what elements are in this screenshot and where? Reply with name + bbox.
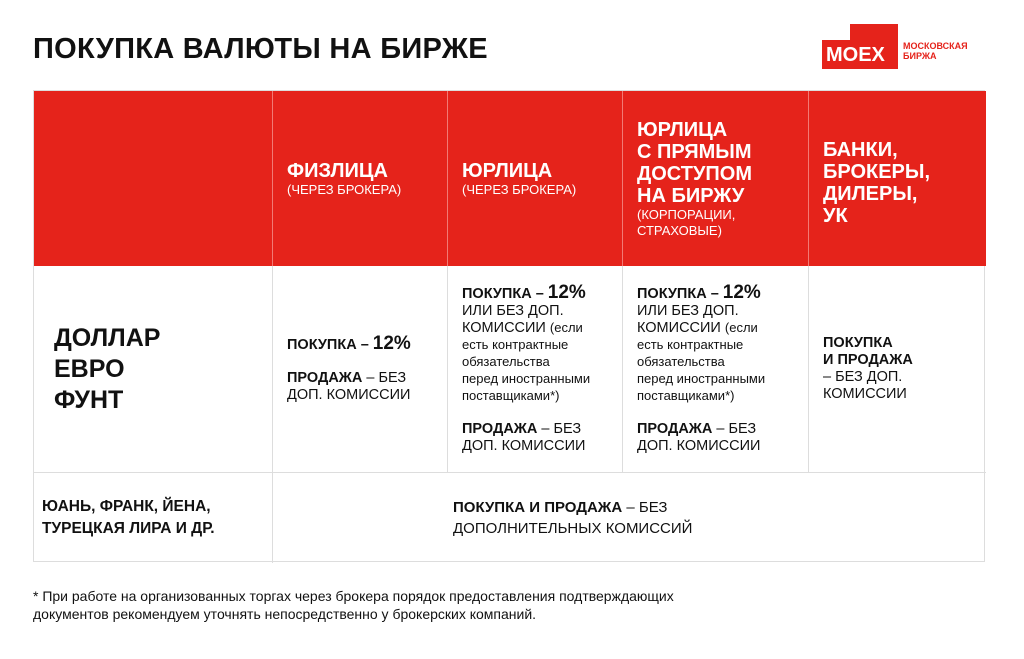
- cell-individuals: ПОКУПКА – 12% ПРОДАЖА – БЕЗ ДОП. КОМИССИ…: [273, 266, 448, 473]
- logo-mark: MOEX: [826, 44, 885, 66]
- cell-legal-direct: ПОКУПКА – 12% ИЛИ БЕЗ ДОП. КОМИССИИ (есл…: [623, 266, 809, 473]
- row-label-major: ДОЛЛАР ЕВРО ФУНТ: [34, 266, 273, 473]
- cell-other-currencies: ПОКУПКА И ПРОДАЖА – БЕЗ ДОПОЛНИТЕЛЬНЫХ К…: [453, 499, 693, 537]
- moex-logo: MOEX МОСКОВСКАЯ БИРЖА: [822, 24, 968, 69]
- currency-table: ФИЗЛИЦА (ЧЕРЕЗ БРОКЕРА) ЮРЛИЦА (ЧЕРЕЗ БРОК…: [33, 90, 986, 563]
- header-legal-direct: ЮРЛИЦА С ПРЯМЫМ ДОСТУПОМ НА БИРЖУ (КОРПОР…: [623, 91, 809, 266]
- footnote: * При работе на организованных торгах че…: [33, 588, 674, 622]
- header-legal: ЮРЛИЦА (ЧЕРЕЗ БРОКЕРА): [448, 91, 623, 266]
- page-title: ПОКУПКА ВАЛЮТЫ НА БИРЖЕ: [33, 33, 488, 65]
- cell-legal: ПОКУПКА – 12% ИЛИ БЕЗ ДОП. КОМИССИИ (есл…: [448, 266, 623, 473]
- header-empty: [34, 91, 273, 266]
- row-label-other: ЮАНЬ, ФРАНК, ЙЕНА, ТУРЕЦКАЯ ЛИРА И ДР.: [34, 473, 273, 563]
- cell-banks: ПОКУПКА И ПРОДАЖА – БЕЗ ДОП. КОМИССИИ: [809, 266, 986, 473]
- logo-text: МОСКОВСКАЯ БИРЖА: [903, 41, 968, 61]
- header-banks: БАНКИ, БРОКЕРЫ, ДИЛЕРЫ, УК: [809, 91, 986, 266]
- header-individuals: ФИЗЛИЦА (ЧЕРЕЗ БРОКЕРА): [273, 91, 448, 266]
